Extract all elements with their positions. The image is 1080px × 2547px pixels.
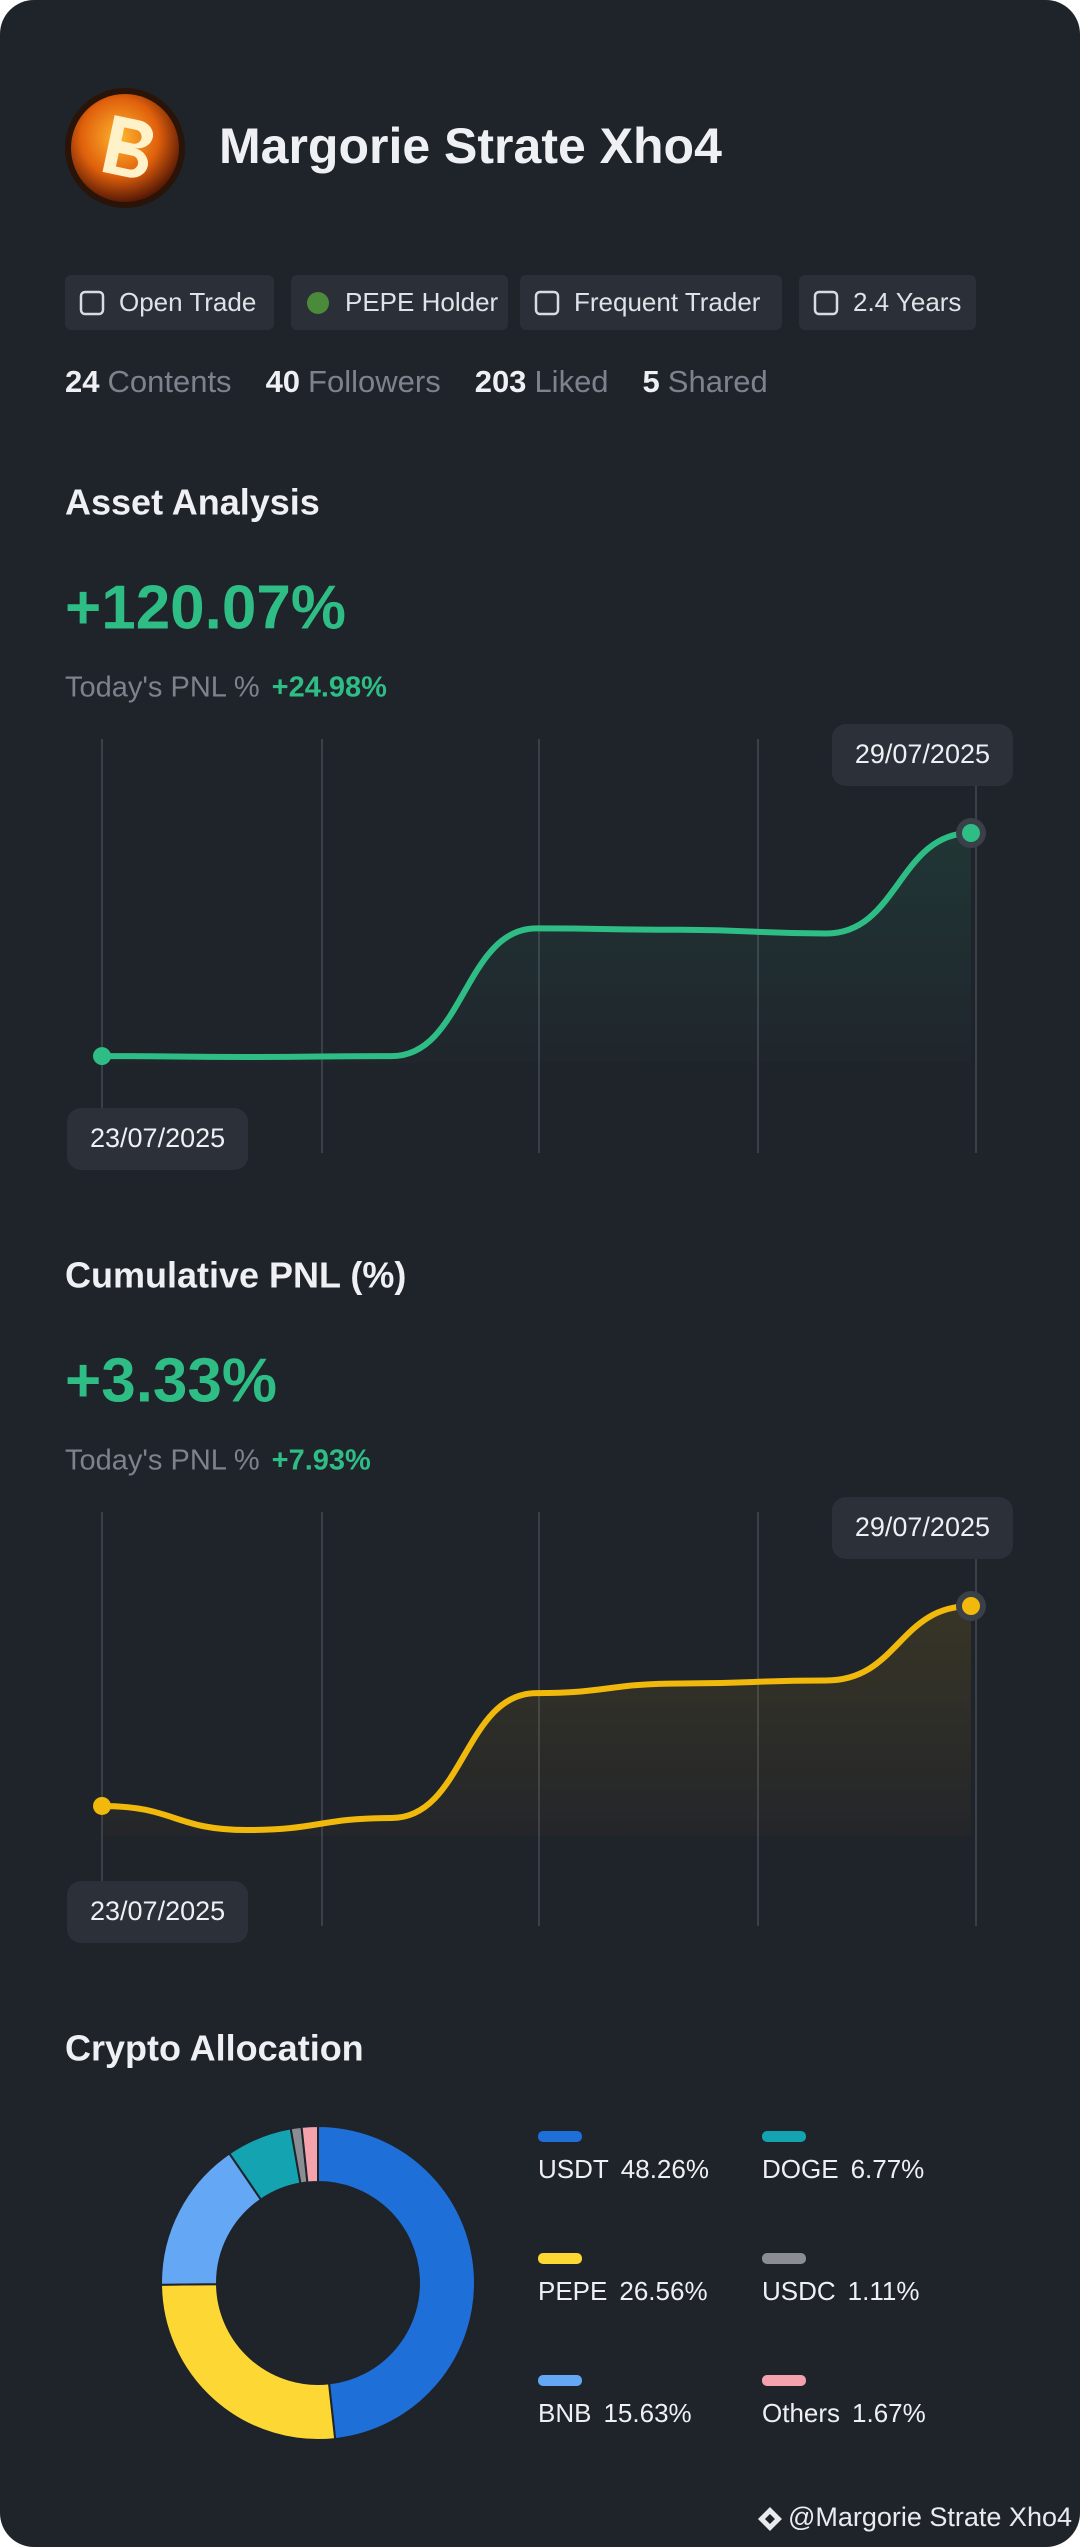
section-title: Crypto Allocation: [65, 2028, 364, 2069]
tag-chip: [799, 275, 976, 330]
section-title: Asset Analysis: [65, 482, 320, 523]
stat-label: Liked: [534, 364, 608, 399]
tag-label: Frequent Trader: [574, 287, 761, 317]
legend-name: DOGE: [762, 2154, 839, 2184]
legend-value: 15.63%: [603, 2398, 691, 2428]
date-pill: [831, 1497, 1013, 1559]
donut-slice: [159, 2283, 337, 2441]
legend-value: 6.77%: [851, 2154, 925, 2184]
section-title: Cumulative PNL (%): [65, 1255, 406, 1296]
legend-name: Others: [762, 2398, 840, 2428]
line: [99, 830, 974, 1061]
legend-name: BNB: [538, 2398, 591, 2428]
date-pill: [67, 1881, 249, 1943]
legend-swatch: [762, 2375, 806, 2386]
today-value: +24.98%: [272, 672, 388, 704]
stat-label: Contents: [107, 364, 231, 399]
today-label: Today's PNL %: [65, 672, 260, 704]
tag-label: PEPE Holder: [345, 287, 499, 317]
line: [99, 1603, 974, 1834]
stat-value: 5: [643, 364, 660, 399]
donut-slice: [300, 2124, 319, 2184]
date-label: 23/07/2025: [90, 1123, 225, 1153]
tag-icon: [307, 292, 329, 314]
line-area: [102, 1606, 971, 1836]
legend-name: PEPE: [538, 2276, 607, 2306]
today-label: Today's PNL %: [65, 1445, 260, 1477]
stat-value: 24: [65, 364, 100, 399]
legend-swatch: [762, 2253, 806, 2264]
date-label: 29/07/2025: [855, 739, 990, 769]
date-label: 23/07/2025: [90, 1896, 225, 1926]
tag-icon: [534, 290, 560, 316]
headline-value: +120.07%: [65, 573, 346, 642]
point: [962, 824, 980, 842]
watermark: @Margorie Strate Xho4: [788, 2502, 1072, 2532]
tag-icon: [79, 290, 105, 316]
legend-swatch: [762, 2131, 806, 2142]
tag-chip: [520, 275, 782, 330]
stat-label: Shared: [668, 364, 768, 399]
tag-icon: [813, 290, 839, 316]
date-pill: [831, 724, 1013, 786]
legend-name: USDT: [538, 2154, 609, 2184]
point: [93, 1796, 111, 1815]
stat-label: Followers: [308, 364, 441, 399]
legend-swatch: [538, 2131, 582, 2142]
line-area: [102, 833, 971, 1063]
binance-icon: [757, 2507, 782, 2531]
tag-label: Open Trade: [119, 287, 256, 317]
stat-value: 40: [266, 364, 300, 399]
legend-name: USDC: [762, 2276, 836, 2306]
date-pill: [67, 1108, 249, 1170]
legend-value: 1.67%: [852, 2398, 926, 2428]
stat-value: 203: [475, 364, 527, 399]
legend-value: 1.11%: [848, 2276, 920, 2306]
legend-swatch: [538, 2375, 582, 2386]
donut-slice: [317, 2124, 476, 2441]
tag-label: 2.4 Years: [853, 287, 961, 317]
headline-value: +3.33%: [65, 1346, 277, 1415]
legend-swatch: [538, 2253, 582, 2264]
point: [93, 1047, 111, 1066]
legend-value: 26.56%: [619, 2276, 707, 2306]
date-label: 29/07/2025: [855, 1512, 990, 1542]
tag-chip: [65, 275, 274, 330]
profile-name: Margorie Strate Xho4: [219, 118, 722, 174]
today-value: +7.93%: [272, 1445, 371, 1477]
point: [962, 1597, 980, 1615]
avatar: [65, 88, 185, 208]
legend-value: 48.26%: [621, 2154, 709, 2184]
tag-chip: [291, 275, 508, 330]
